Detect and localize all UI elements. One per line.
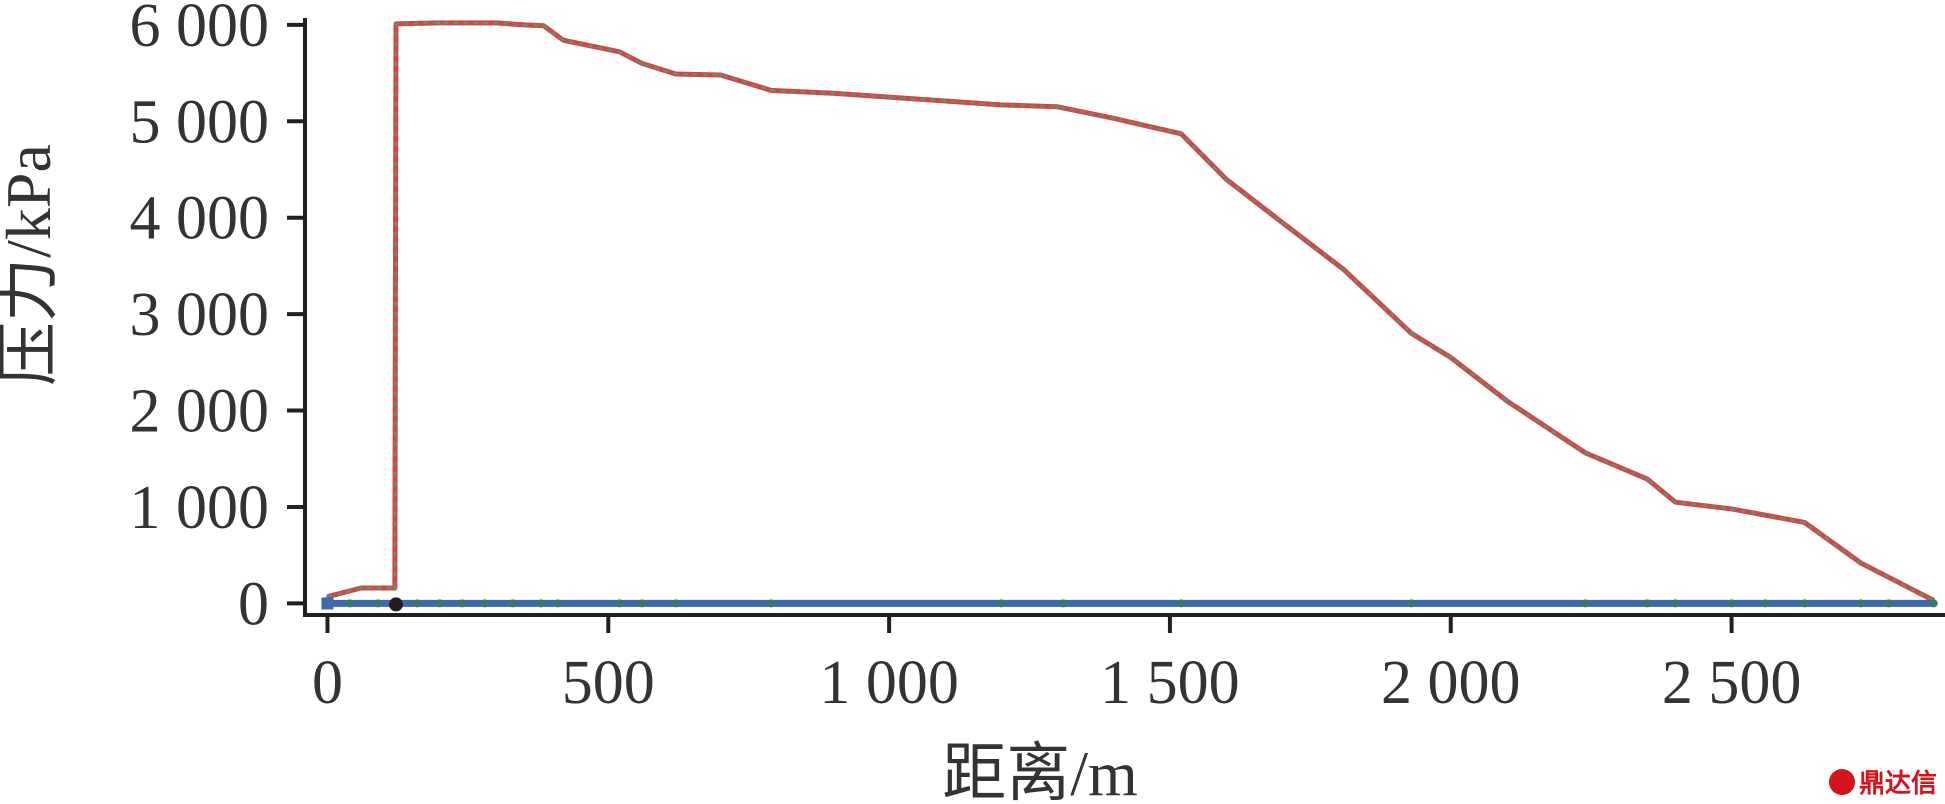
series-point-baseline: [435, 599, 444, 608]
series-point-pressure: [1112, 116, 1116, 120]
series-point-pressure: [618, 50, 622, 54]
series-point-baseline: [413, 599, 422, 608]
watermark-text: 鼎达信: [1858, 769, 1937, 799]
series-point-baseline: [1884, 599, 1893, 608]
y-tick-label: 6 000: [130, 0, 270, 60]
y-tick-label: 4 000: [130, 185, 270, 253]
y-tick-label: 1 000: [130, 474, 270, 542]
series-point-baseline: [1643, 599, 1652, 608]
series-point-pressure: [1859, 561, 1863, 565]
series-point-baseline: [345, 599, 354, 608]
x-tick-label: 500: [562, 649, 655, 717]
series-point-pressure: [359, 586, 363, 590]
series-point-baseline: [1581, 599, 1590, 608]
series-point-baseline: [508, 599, 517, 608]
series-point-pressure: [831, 91, 835, 95]
y-axis-title: 压力/kPa: [0, 144, 64, 386]
tick-labels: 0 1 000 2 000 3 000 4 000 5 000 6 000 0 500 1 000…: [130, 0, 1802, 717]
series-point-pressure: [719, 73, 723, 77]
x-tick-label: 1 000: [819, 649, 959, 717]
series-point-baseline: [1059, 599, 1068, 608]
series-point-pressure: [494, 21, 498, 25]
series-point-pressure: [1280, 221, 1284, 225]
series-point-pressure: [999, 103, 1003, 107]
series-point-pressure: [640, 61, 644, 65]
series-point-pressure: [1505, 399, 1509, 403]
series-point-pressure: [1645, 477, 1649, 481]
series-point-pressure: [522, 23, 526, 27]
series-point-pressure: [393, 586, 397, 590]
series-point-pressure: [561, 38, 565, 42]
x-tick-label: 1 500: [1100, 649, 1240, 717]
series-point-baseline: [458, 599, 467, 608]
axes: [287, 18, 1945, 633]
series-line-pressure-dash: [327, 21, 1935, 602]
baseline-start-marker: [321, 597, 334, 610]
series-point-pressure: [542, 24, 546, 28]
series-point-pressure: [325, 595, 329, 599]
series-point-baseline: [1671, 599, 1680, 608]
series-point-pressure: [1673, 500, 1677, 504]
series-point-pressure: [1449, 356, 1453, 360]
series-point-pressure: [438, 21, 442, 25]
series-point-baseline: [1407, 599, 1416, 608]
baseline-feature-marker: [388, 597, 403, 612]
series-point-baseline: [1800, 599, 1809, 608]
series-point-pressure: [394, 22, 398, 26]
y-tick-label: 0: [238, 570, 269, 638]
series-point-baseline: [1856, 599, 1865, 608]
series-point-pressure: [943, 99, 947, 103]
series-point-pressure: [1409, 331, 1413, 335]
x-tick-label: 0: [312, 649, 343, 717]
series-point-pressure: [769, 88, 773, 92]
series-point-pressure: [1584, 451, 1588, 455]
series-point-baseline: [615, 599, 624, 608]
series-point-pressure: [1179, 132, 1183, 136]
series-point-pressure: [674, 72, 678, 76]
series-point-pressure: [1056, 105, 1060, 109]
series-layer: [321, 20, 1938, 612]
series-point-pressure: [1224, 177, 1228, 181]
series-point-baseline: [553, 599, 562, 608]
series-point-baseline: [1727, 599, 1736, 608]
x-tick-label: 2 000: [1381, 649, 1521, 717]
y-tick-label: 3 000: [130, 281, 270, 349]
series-point-baseline: [374, 599, 383, 608]
x-axis-title: 距离/m: [942, 738, 1138, 804]
series-point-pressure: [1803, 520, 1807, 524]
series-point-baseline: [1177, 599, 1186, 608]
series-point-pressure: [1342, 268, 1346, 272]
series-point-baseline: [637, 599, 646, 608]
series-point-baseline: [767, 599, 776, 608]
series-line-pressure: [326, 20, 1935, 603]
y-tick-label: 2 000: [130, 378, 270, 446]
watermark-logo: 鼎达信: [1828, 763, 1937, 800]
series-point-baseline: [997, 599, 1006, 608]
series-point-baseline: [1761, 599, 1770, 608]
series-point-baseline: [1929, 599, 1938, 608]
series-point-pressure: [1730, 507, 1734, 511]
series-point-pressure: [887, 95, 891, 99]
x-tick-label: 2 500: [1662, 649, 1802, 717]
watermark-icon: [1828, 768, 1855, 795]
series-point-baseline: [536, 599, 545, 608]
series-point-baseline: [480, 599, 489, 608]
y-tick-label: 5 000: [130, 88, 270, 156]
series-point-baseline: [671, 599, 680, 608]
